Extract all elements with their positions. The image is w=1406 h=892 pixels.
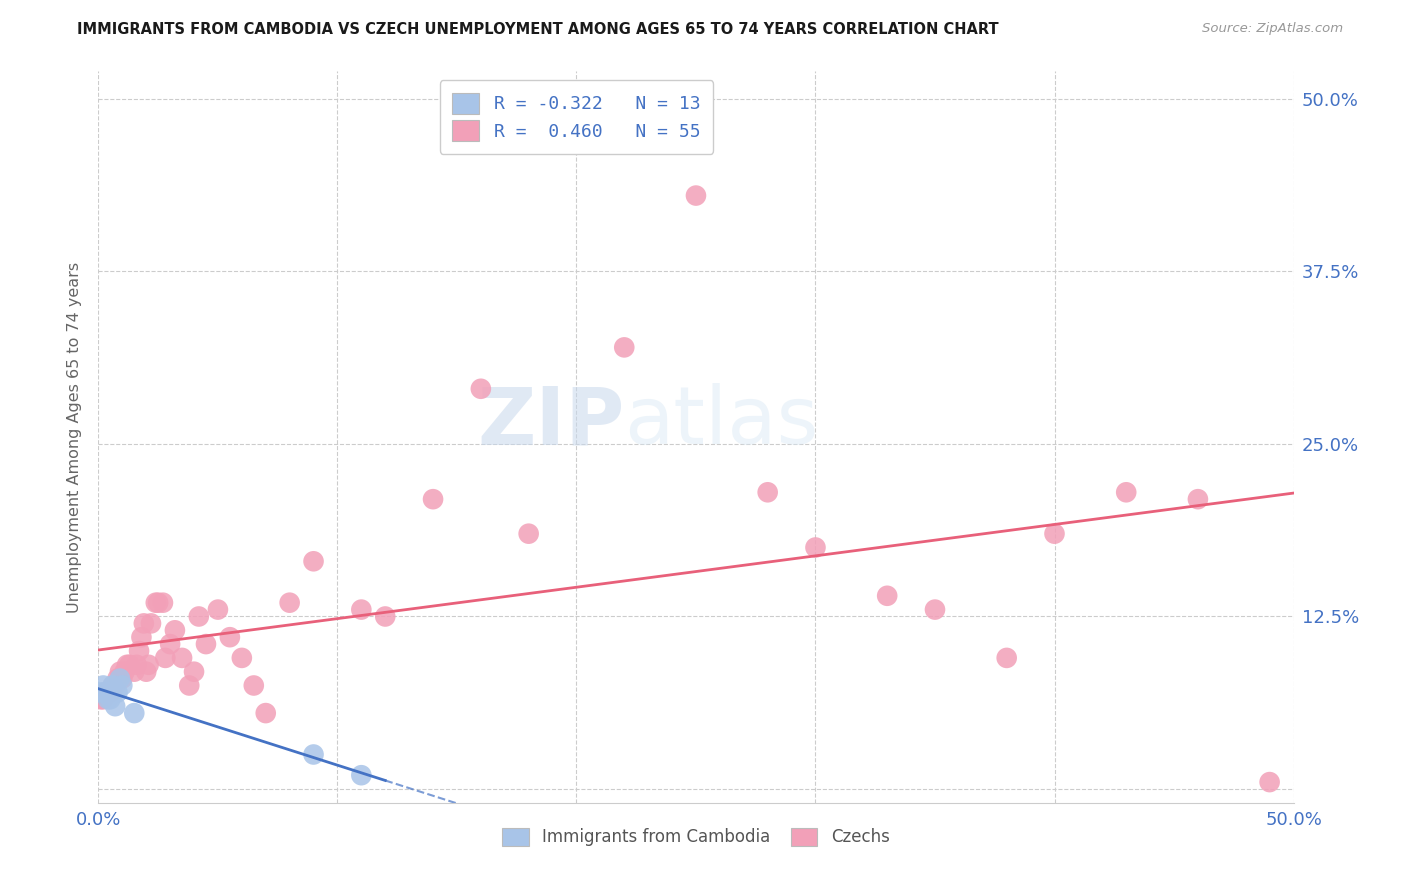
- Point: [132, 616, 155, 631]
- Point: [350, 602, 373, 616]
- Point: [124, 706, 146, 720]
- Point: [195, 637, 218, 651]
- Point: [107, 672, 129, 686]
- Point: [302, 554, 325, 568]
- Point: [1115, 485, 1137, 500]
- Point: [91, 678, 114, 692]
- Point: [94, 685, 117, 699]
- Point: [101, 678, 124, 692]
- Point: [152, 596, 174, 610]
- Point: [94, 685, 117, 699]
- Point: [1187, 492, 1209, 507]
- Point: [101, 678, 124, 692]
- Point: [124, 665, 146, 679]
- Point: [243, 678, 266, 692]
- Point: [1258, 775, 1281, 789]
- Point: [302, 747, 325, 762]
- Point: [517, 526, 540, 541]
- Point: [350, 768, 373, 782]
- Point: [422, 492, 444, 507]
- Legend: Immigrants from Cambodia, Czechs: Immigrants from Cambodia, Czechs: [496, 821, 896, 853]
- Point: [98, 685, 122, 699]
- Point: [1043, 526, 1066, 541]
- Point: [128, 644, 150, 658]
- Point: [876, 589, 898, 603]
- Point: [97, 692, 120, 706]
- Point: [148, 596, 170, 610]
- Point: [114, 665, 136, 679]
- Point: [685, 188, 707, 202]
- Point: [107, 685, 129, 699]
- Point: [187, 609, 209, 624]
- Point: [172, 651, 194, 665]
- Point: [145, 596, 167, 610]
- Point: [231, 651, 253, 665]
- Point: [98, 692, 122, 706]
- Point: [104, 678, 127, 692]
- Point: [804, 541, 827, 555]
- Point: [207, 602, 229, 616]
- Text: IMMIGRANTS FROM CAMBODIA VS CZECH UNEMPLOYMENT AMONG AGES 65 TO 74 YEARS CORRELA: IMMIGRANTS FROM CAMBODIA VS CZECH UNEMPL…: [77, 22, 998, 37]
- Point: [138, 657, 160, 672]
- Text: ZIP: ZIP: [477, 384, 624, 461]
- Point: [111, 672, 134, 686]
- Point: [97, 685, 120, 699]
- Point: [995, 651, 1018, 665]
- Point: [108, 665, 131, 679]
- Text: Source: ZipAtlas.com: Source: ZipAtlas.com: [1202, 22, 1343, 36]
- Point: [118, 657, 141, 672]
- Point: [756, 485, 779, 500]
- Point: [91, 692, 114, 706]
- Point: [254, 706, 277, 720]
- Point: [179, 678, 201, 692]
- Point: [613, 340, 636, 354]
- Point: [90, 692, 112, 706]
- Point: [924, 602, 946, 616]
- Point: [104, 699, 127, 714]
- Text: atlas: atlas: [624, 384, 818, 461]
- Point: [155, 651, 177, 665]
- Point: [163, 624, 186, 638]
- Point: [125, 657, 148, 672]
- Point: [183, 665, 205, 679]
- Y-axis label: Unemployment Among Ages 65 to 74 years: Unemployment Among Ages 65 to 74 years: [66, 261, 82, 613]
- Point: [374, 609, 396, 624]
- Point: [115, 657, 138, 672]
- Point: [278, 596, 301, 610]
- Point: [470, 382, 492, 396]
- Point: [131, 630, 153, 644]
- Point: [108, 672, 131, 686]
- Point: [90, 685, 112, 699]
- Point: [219, 630, 242, 644]
- Point: [135, 665, 157, 679]
- Point: [139, 616, 162, 631]
- Point: [111, 678, 134, 692]
- Point: [159, 637, 181, 651]
